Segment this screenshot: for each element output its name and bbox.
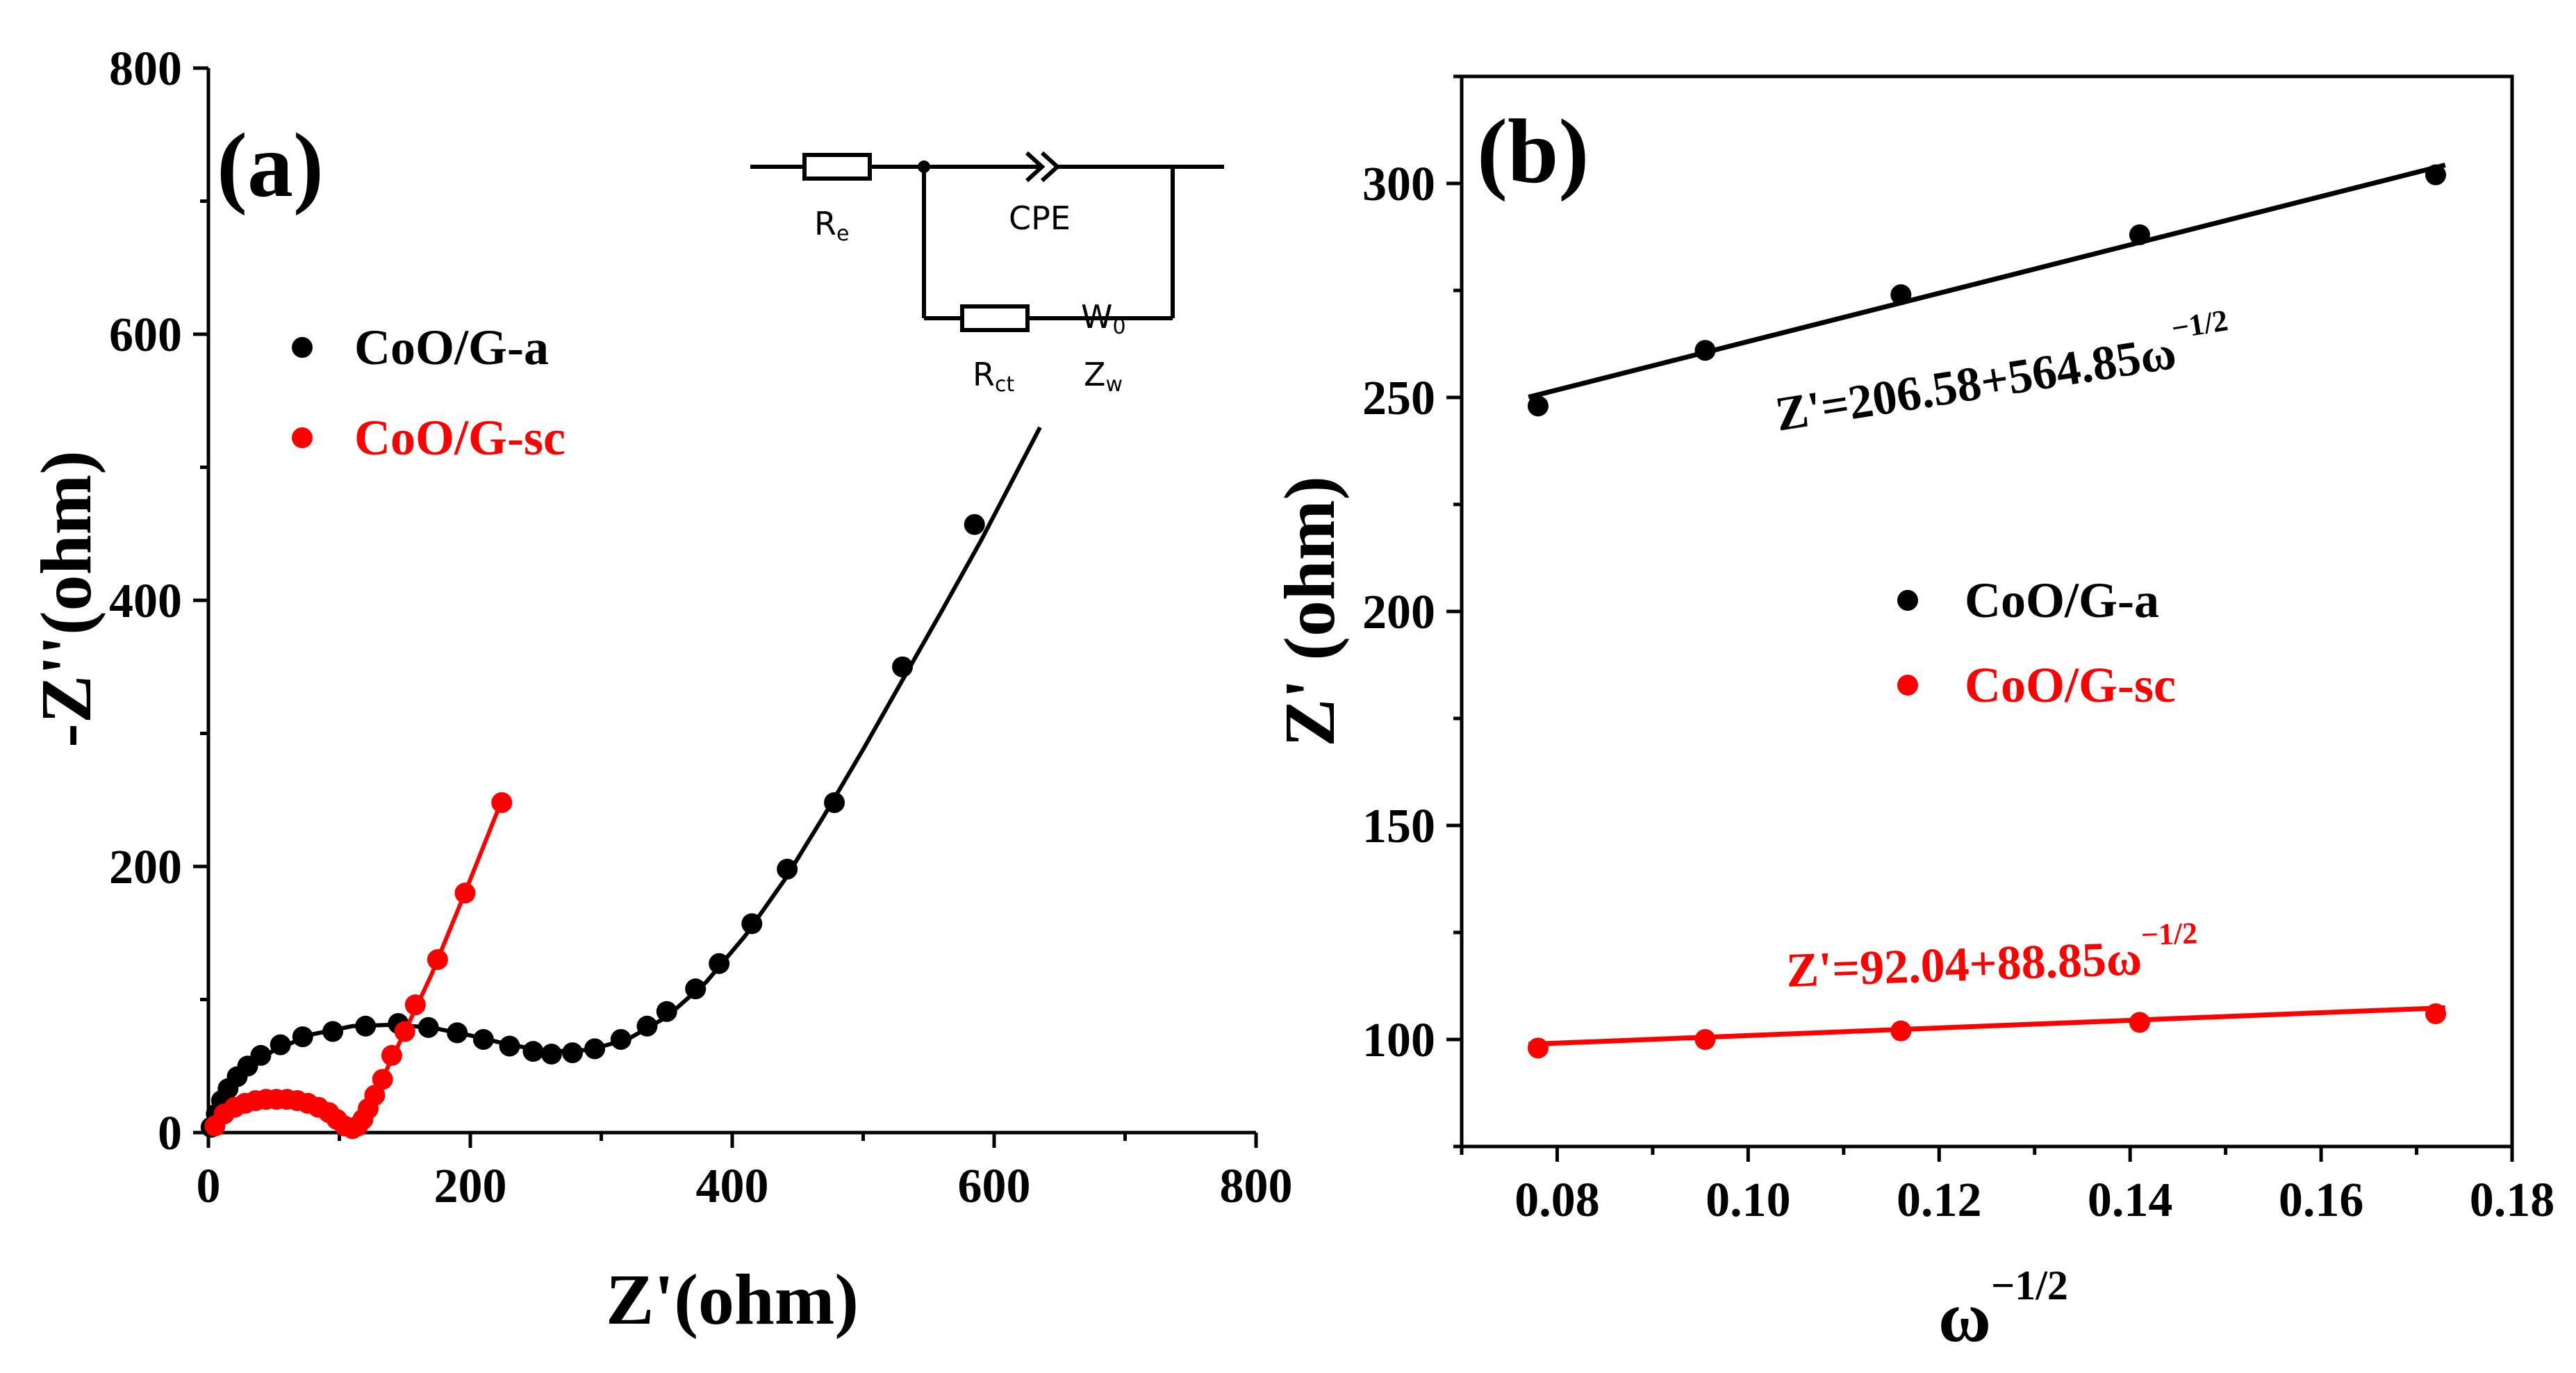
- panel-b-label: (b): [1477, 100, 1589, 202]
- panel-b-y-tick-label: 150: [1362, 800, 1435, 853]
- panel-a-point-coo-g-a: [522, 1041, 544, 1062]
- panel-b-point-coo-g-a: [1527, 395, 1549, 417]
- panel-b-point-coo-g-sc: [2129, 1012, 2150, 1033]
- panel-b-point-coo-g-sc: [1694, 1029, 1716, 1050]
- panel-b-point-coo-g-sc: [1527, 1037, 1549, 1059]
- panel-a-x-tick-label: 400: [696, 1160, 769, 1213]
- panel-a-ticks: 0 200 400 600 800 0 200 400 600 800: [109, 42, 1293, 1213]
- panel-b-legend-label-coo-g-a: CoO/G-a: [1965, 573, 2159, 628]
- panel-a-point-coo-g-sc: [372, 1069, 393, 1090]
- panel-a-x-tick-label: 200: [434, 1160, 507, 1213]
- panel-a-point-coo-g-a: [418, 1017, 439, 1038]
- panel-a-x-tick-label: 600: [958, 1160, 1031, 1213]
- panel-b: 0.08 0.10 0.12 0.14 0.16 0.18100150200250300 …: [1270, 74, 2555, 1357]
- panel-b-point-coo-g-a: [1890, 284, 1912, 306]
- panel-b-x-tick-label: 0.18: [2470, 1174, 2555, 1227]
- panel-a-point-coo-g-a: [562, 1042, 584, 1064]
- panel-b-point-coo-g-sc: [2425, 1003, 2447, 1025]
- panel-a-series: [200, 426, 1042, 1140]
- circuit-label-w0: W0: [1081, 298, 1126, 339]
- panel-a-x-tick-label: 800: [1220, 1160, 1293, 1213]
- panel-a-y-tick-label: 600: [109, 309, 182, 362]
- panel-b-equation-coo-g-sc: Z'=92.04+88.85ω−1/2: [1785, 916, 2199, 998]
- panel-a-point-coo-g-a: [741, 913, 763, 935]
- panel-b-point-coo-g-a: [2129, 224, 2150, 245]
- panel-b-x-tick-label: 0.08: [1514, 1174, 1600, 1227]
- panel-b-point-coo-g-a: [2425, 164, 2447, 186]
- panel-b-y-axis-title: Z' (ohm): [1270, 476, 1350, 747]
- circuit-label-rct: Rct: [973, 356, 1014, 397]
- panel-a-point-coo-g-a: [777, 858, 798, 880]
- panel-a-point-coo-g-a: [499, 1035, 520, 1057]
- panel-a-x-tick-label: 0: [197, 1160, 221, 1213]
- panel-a-point-coo-g-a: [472, 1028, 494, 1050]
- panel-a-point-coo-g-a: [322, 1021, 344, 1042]
- panel-a-y-tick-label: 800: [109, 42, 182, 96]
- panel-b-legend-label-coo-g-sc: CoO/G-sc: [1965, 657, 2176, 713]
- panel-a-x-axis-title: Z'(ohm): [606, 1260, 859, 1340]
- panel-b-x-tick-label: 0.12: [1897, 1174, 1982, 1227]
- panel-a-point-coo-g-a: [447, 1022, 468, 1044]
- panel-b-x-tick-label: 0.14: [2088, 1174, 2173, 1227]
- panel-b-fit-line-coo-g-sc: [1528, 1005, 2445, 1047]
- panel-b-legend-marker-coo-g-sc: [1897, 675, 1918, 696]
- panel-a: 0 200 400 600 800 0 200 400 600 800 (a) Z'(ohm) -…: [26, 42, 1293, 1340]
- panel-b-ticks: 0.08 0.10 0.12 0.14 0.16 0.18 100 150 200 250 300: [1362, 74, 2555, 1227]
- panel-b-y-tick-label: 300: [1362, 158, 1435, 211]
- panel-a-y-tick-label: 200: [109, 841, 182, 894]
- panel-a-fit-line-coo-g-sc: [212, 796, 505, 1131]
- circuit-background: [743, 132, 1230, 396]
- panel-a-point-coo-g-sc: [381, 1044, 402, 1066]
- panel-a-point-coo-g-a: [540, 1044, 562, 1065]
- panel-a-label: (a): [217, 114, 324, 216]
- panel-b-series: [1527, 163, 2447, 1059]
- panel-a-point-coo-g-a: [685, 978, 707, 1000]
- panel-a-point-coo-g-a: [964, 513, 985, 535]
- circuit-label-cpe: CPE: [1009, 199, 1071, 237]
- panel-b-y-tick-label: 100: [1362, 1014, 1435, 1067]
- panel-a-point-coo-g-a: [892, 656, 914, 677]
- panel-a-point-coo-g-a: [636, 1015, 658, 1037]
- panel-b-x-tick-label: 0.16: [2279, 1174, 2364, 1227]
- panel-b-y-tick-label: 200: [1362, 586, 1435, 639]
- panel-a-legend-marker-coo-g-sc: [292, 427, 313, 448]
- panel-a-y-axis-title: -Z''(ohm): [26, 450, 106, 748]
- panel-b-x-tick-label: 0.10: [1706, 1174, 1791, 1227]
- panel-a-point-coo-g-a: [355, 1015, 377, 1037]
- panel-a-point-coo-g-a: [709, 953, 730, 974]
- panel-a-legend: CoO/G-a CoO/G-sc: [292, 320, 565, 466]
- circuit-label-zw: Zw: [1084, 356, 1123, 397]
- panel-b-legend-marker-coo-g-a: [1897, 590, 1918, 611]
- panel-a-point-coo-g-a: [292, 1026, 313, 1048]
- circuit-label-re: Re: [814, 205, 849, 246]
- panel-a-point-coo-g-a: [656, 1001, 677, 1022]
- panel-a-point-coo-g-a: [610, 1028, 631, 1050]
- panel-a-point-coo-g-a: [270, 1034, 291, 1055]
- panel-b-fit-line-coo-g-a: [1528, 163, 2446, 400]
- panel-b-equation-coo-g-a: Z'=206.58+564.85ω−1/2: [1769, 303, 2235, 442]
- panel-a-legend-marker-coo-g-a: [292, 337, 313, 358]
- panel-a-point-coo-g-a: [824, 792, 845, 814]
- panel-a-point-coo-g-sc: [394, 1021, 415, 1042]
- panel-b-point-coo-g-a: [1694, 340, 1716, 361]
- panel-b-point-coo-g-sc: [1890, 1020, 1912, 1042]
- panel-a-point-coo-g-sc: [454, 882, 476, 904]
- panel-a-y-tick-label: 400: [109, 575, 182, 628]
- panel-a-y-tick-label: 0: [158, 1107, 182, 1160]
- panel-b-y-tick-label: 250: [1362, 372, 1435, 425]
- panel-b-legend: CoO/G-a CoO/G-sc: [1897, 573, 2176, 713]
- panel-a-legend-label-coo-g-sc: CoO/G-sc: [354, 410, 565, 466]
- panel-a-point-coo-g-a: [250, 1044, 272, 1066]
- equivalent-circuit-inset: Re CPE W0 Rct Zw: [743, 132, 1230, 397]
- panel-b-x-axis-title: ω−1/2: [1938, 1263, 2068, 1357]
- panel-a-legend-label-coo-g-a: CoO/G-a: [354, 320, 549, 375]
- panel-a-point-coo-g-sc: [427, 949, 448, 971]
- panel-a-point-coo-g-sc: [364, 1085, 386, 1106]
- panel-a-point-coo-g-sc: [491, 792, 513, 814]
- panel-a-point-coo-g-a: [584, 1038, 606, 1060]
- panel-a-point-coo-g-sc: [404, 994, 426, 1016]
